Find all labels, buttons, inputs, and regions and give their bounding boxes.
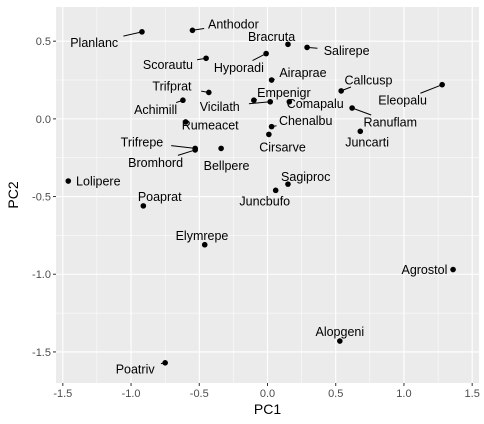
data-point bbox=[162, 360, 168, 366]
point-label: Bromhord bbox=[128, 156, 183, 170]
point-label: Elymrepe bbox=[176, 229, 229, 243]
leader-line bbox=[123, 31, 143, 37]
point-label: Poatriv bbox=[116, 363, 156, 377]
point-label: Bellpere bbox=[204, 159, 250, 173]
data-point bbox=[251, 97, 257, 104]
x-tick-label: 1.5 bbox=[465, 388, 480, 400]
data-point bbox=[201, 241, 208, 248]
point-label: Alopgeni bbox=[315, 325, 364, 339]
y-axis-title: PC2 bbox=[5, 181, 21, 208]
point-label: Juncbufo bbox=[239, 195, 290, 209]
point-label: Vicilath bbox=[200, 100, 240, 114]
point-label: Eleopalu bbox=[378, 94, 427, 108]
data-points bbox=[65, 27, 456, 366]
leader-line bbox=[351, 107, 372, 116]
point-label: Comapalu bbox=[287, 97, 344, 111]
point-label: Poaprat bbox=[138, 190, 182, 204]
point-label: Sagiproc bbox=[281, 170, 330, 184]
point-label: Trifprat bbox=[152, 80, 192, 94]
y-tick-label: -0.5 bbox=[32, 192, 51, 204]
leader-line bbox=[420, 84, 443, 94]
x-axis-ticks bbox=[62, 383, 473, 386]
y-tick-label: 0.0 bbox=[36, 114, 51, 126]
major-gridlines bbox=[56, 7, 479, 383]
point-label: Anthodor bbox=[208, 18, 259, 32]
point-label: Trifrepe bbox=[121, 136, 164, 150]
point-label: Planlanc bbox=[70, 36, 118, 50]
data-point bbox=[263, 50, 269, 57]
y-tick-label: 0.5 bbox=[36, 36, 51, 48]
y-axis-ticks bbox=[53, 40, 56, 353]
x-tick-label: 0.0 bbox=[260, 388, 275, 400]
leader-line bbox=[248, 101, 271, 105]
point-label: Airaprae bbox=[279, 66, 326, 80]
point-label: Chenalbu bbox=[279, 114, 333, 128]
data-point bbox=[285, 181, 291, 187]
point-label: Rumeacet bbox=[182, 119, 239, 133]
data-point bbox=[450, 266, 456, 273]
data-point bbox=[266, 131, 272, 138]
point-label: Hyporadi bbox=[214, 61, 264, 75]
point-label: Salirepe bbox=[324, 44, 370, 58]
data-point bbox=[272, 187, 279, 194]
data-point bbox=[182, 119, 189, 125]
data-point bbox=[140, 203, 147, 209]
y-tick-label: -1.0 bbox=[32, 269, 51, 281]
data-point bbox=[338, 88, 344, 94]
x-axis-title: PC1 bbox=[254, 401, 281, 417]
point-label: Callcusp bbox=[345, 74, 393, 88]
leader-line bbox=[171, 145, 196, 149]
data-point bbox=[268, 123, 275, 130]
leader-line bbox=[177, 149, 196, 156]
y-axis-tick-labels: -1.5 -1.0 -0.5 0.0 0.5 bbox=[32, 36, 51, 359]
x-tick-label: -0.5 bbox=[190, 388, 209, 400]
data-point bbox=[357, 128, 364, 135]
data-point bbox=[192, 147, 198, 153]
x-tick-label: 0.5 bbox=[328, 388, 343, 400]
data-point bbox=[218, 145, 224, 152]
data-point bbox=[203, 55, 209, 62]
data-point bbox=[268, 77, 275, 83]
point-label: Agrostol bbox=[401, 263, 447, 277]
x-tick-label: -1.5 bbox=[53, 388, 72, 400]
x-tick-label: 1.0 bbox=[396, 388, 411, 400]
data-point bbox=[139, 29, 145, 35]
point-label: Cirsarve bbox=[259, 140, 306, 154]
x-axis-tick-labels: -1.5 -1.0 -0.5 0.0 0.5 1.0 1.5 bbox=[53, 388, 479, 400]
data-point bbox=[439, 81, 445, 88]
data-point bbox=[189, 27, 196, 34]
data-point bbox=[304, 44, 310, 51]
point-label: Scorautu bbox=[143, 58, 193, 72]
point-label: Empenigr bbox=[257, 86, 311, 100]
data-point bbox=[206, 89, 212, 96]
data-point bbox=[285, 41, 291, 48]
data-point bbox=[267, 98, 274, 105]
point-label: Ranuflam bbox=[364, 115, 418, 129]
data-point bbox=[349, 105, 355, 111]
x-tick-label: -1.0 bbox=[122, 388, 141, 400]
point-label: Bracruta bbox=[248, 30, 295, 44]
point-label: Achimill bbox=[134, 103, 177, 117]
point-label: Lolipere bbox=[76, 175, 121, 189]
data-point bbox=[65, 178, 72, 184]
point-label: Juncarti bbox=[345, 136, 389, 150]
data-point bbox=[180, 97, 186, 104]
data-point bbox=[286, 98, 293, 105]
data-point bbox=[337, 338, 343, 344]
y-tick-label: -1.5 bbox=[32, 347, 51, 359]
